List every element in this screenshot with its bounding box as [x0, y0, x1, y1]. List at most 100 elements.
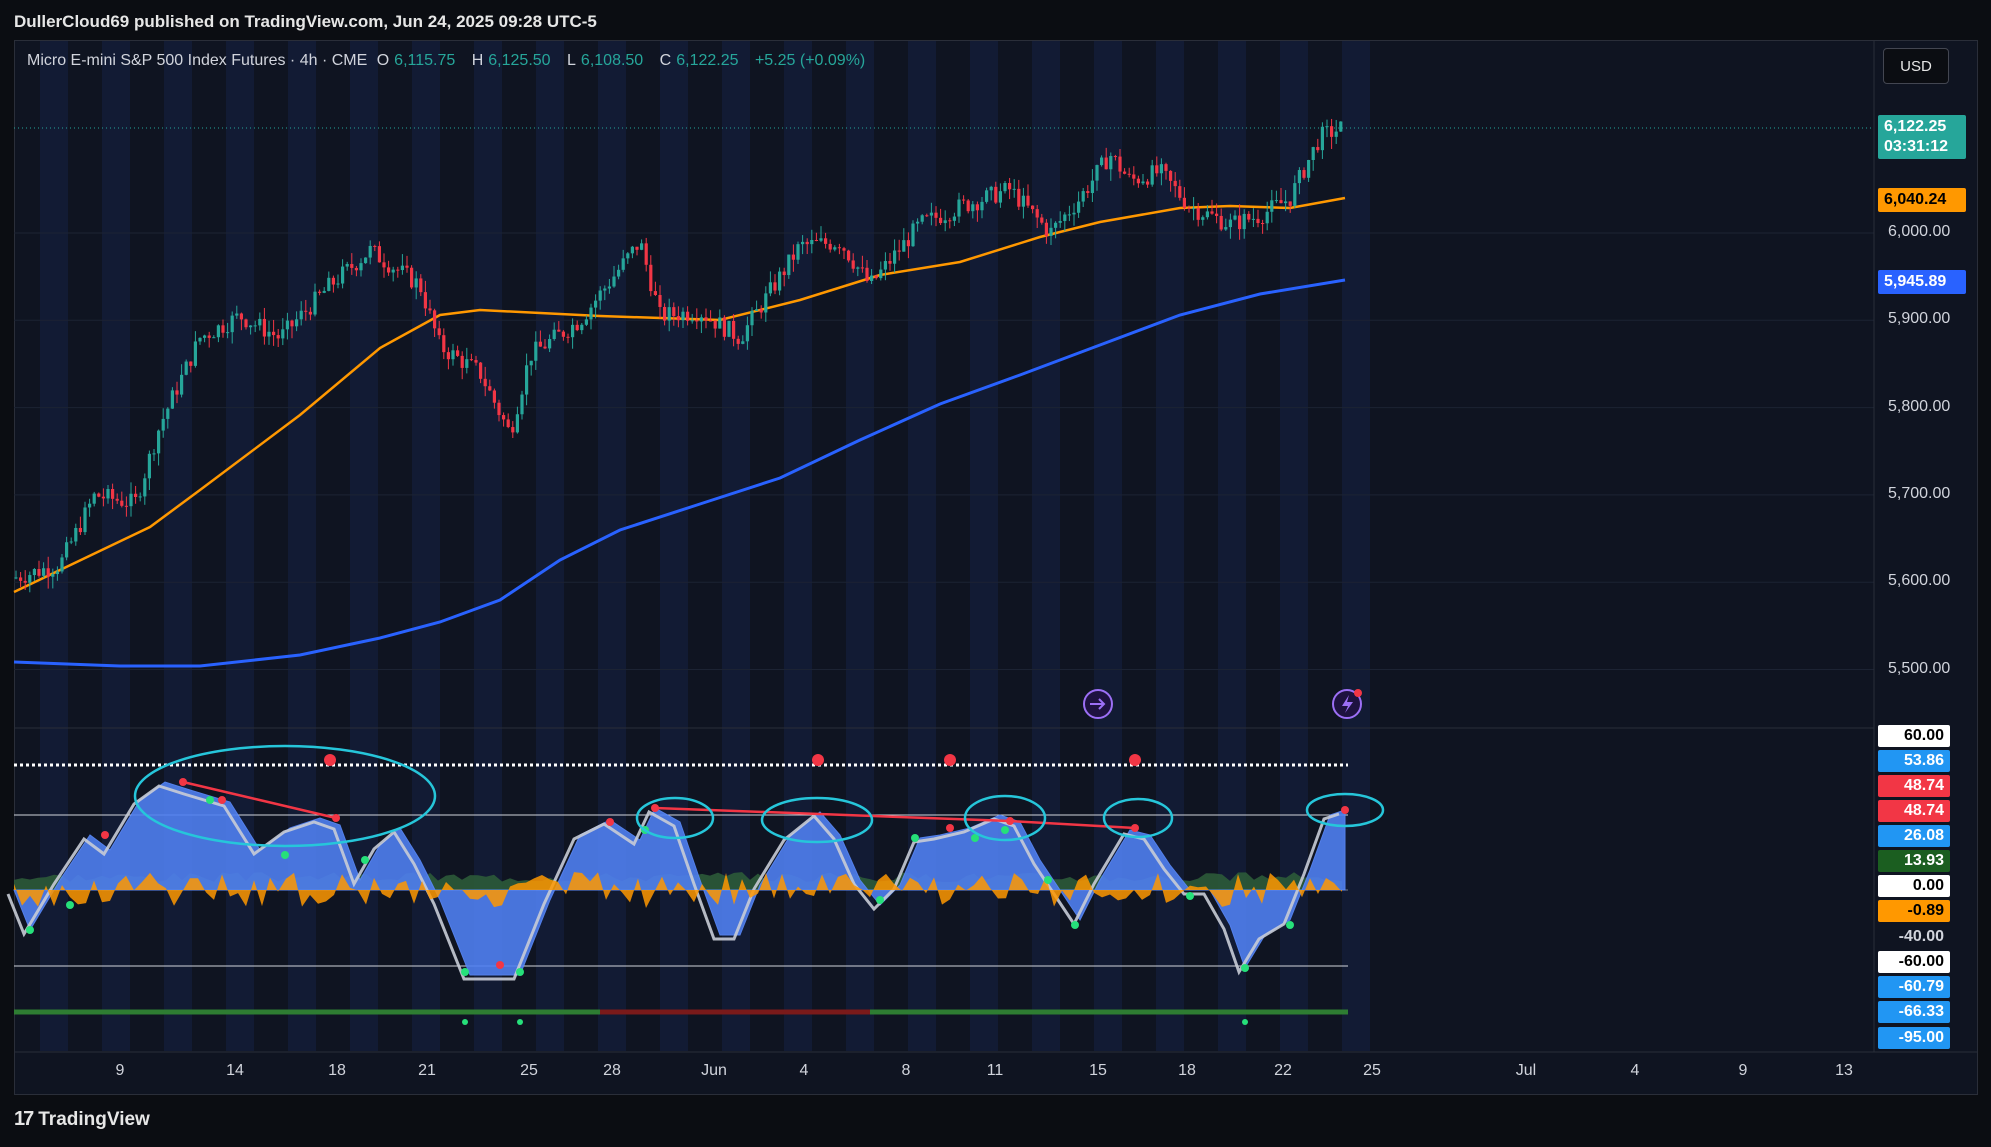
bar-countdown: 03:31:12	[1884, 138, 1949, 155]
publish-header: DullerCloud69 published on TradingView.c…	[0, 0, 1991, 40]
low-label: L	[567, 52, 576, 69]
candle-body	[479, 362, 483, 379]
session-band	[598, 41, 626, 1051]
candle-body	[1077, 201, 1081, 213]
date-tick-label: 22	[1274, 1062, 1292, 1079]
price-change: +5.25 (+0.09%)	[754, 52, 866, 69]
signal-dot-green	[26, 926, 34, 934]
footer-branding[interactable]: 17 TradingView	[14, 1108, 150, 1131]
candle-body	[1284, 201, 1288, 204]
candle-body	[134, 493, 138, 497]
highlight-ellipse	[1102, 797, 1174, 839]
candle-body	[207, 335, 211, 338]
candle-body	[1325, 126, 1329, 128]
session-band	[226, 41, 254, 1051]
candle-body	[414, 278, 418, 288]
candle-body	[138, 496, 142, 498]
candle-body	[543, 346, 547, 349]
candle-body	[1182, 197, 1186, 208]
candle-body	[437, 328, 441, 336]
lightning-alert-icon[interactable]	[1332, 689, 1362, 719]
candle-body	[750, 310, 754, 326]
signal-dot-red	[946, 824, 954, 832]
divergence-line	[1009, 819, 1136, 830]
candle-body	[893, 250, 897, 264]
candle-body	[364, 257, 368, 264]
candle-body	[1173, 180, 1177, 187]
symbol-legend[interactable]: Micro E-mini S&P 500 Index Futures · 4h …	[27, 52, 870, 70]
candle-body	[143, 478, 147, 497]
candle-body	[695, 320, 699, 322]
candle-body	[980, 201, 984, 211]
candle-body	[640, 243, 644, 250]
candle-body	[1081, 191, 1085, 202]
signal-dot-green	[281, 851, 289, 859]
candle-body	[120, 500, 124, 506]
candle-body	[410, 267, 414, 288]
candle-body	[216, 325, 220, 338]
candle-body	[1288, 201, 1292, 206]
candle-body	[175, 390, 179, 395]
candle-body	[1090, 180, 1094, 194]
candle-body	[658, 295, 662, 307]
candle-body	[1224, 227, 1228, 230]
currency-button[interactable]: USD	[1883, 48, 1949, 84]
indicator-value-label: -60.79	[1878, 976, 1950, 998]
candle-body	[594, 300, 598, 308]
candle-body	[962, 199, 966, 201]
candle-body	[621, 258, 625, 270]
candle-body	[299, 310, 303, 320]
indicator-value-label: 48.74	[1878, 800, 1950, 822]
candle-body	[1330, 126, 1334, 137]
candle-body	[911, 223, 915, 247]
candle-body	[548, 339, 552, 349]
candle-body	[28, 575, 32, 583]
candle-body	[239, 313, 243, 320]
candle-body	[483, 378, 487, 387]
candle-body	[230, 315, 234, 333]
candle-body	[1169, 170, 1173, 181]
candle-body	[1242, 213, 1246, 230]
candle-body	[1215, 213, 1219, 216]
candle-body	[124, 505, 128, 507]
date-tick-label: 15	[1089, 1062, 1107, 1079]
candle-body	[718, 317, 722, 329]
candle-body	[502, 415, 506, 420]
candle-body	[1067, 214, 1071, 216]
candle-body	[575, 324, 579, 331]
candle-body	[226, 332, 230, 334]
price-tick-label: 5,500.00	[1888, 659, 1951, 677]
signal-dot-green	[1286, 921, 1294, 929]
candle-body	[1297, 170, 1301, 184]
indicator-value-label: -0.89	[1878, 900, 1950, 922]
highlight-ellipse	[635, 796, 715, 840]
candle-body	[925, 215, 929, 217]
date-tick-label: 25	[1363, 1062, 1381, 1079]
candle-body	[1316, 147, 1320, 151]
candle-body	[446, 352, 450, 360]
grid-lines	[14, 232, 1874, 670]
candle-body	[1012, 188, 1016, 190]
candle-body	[60, 557, 64, 572]
signal-dot-green	[1044, 876, 1052, 884]
candle-body	[161, 418, 165, 431]
candle-body	[313, 291, 317, 315]
candle-body	[1334, 131, 1338, 137]
candle-body	[1270, 200, 1274, 212]
candle-body	[580, 324, 584, 331]
candle-body	[722, 317, 726, 337]
candle-body	[713, 320, 717, 329]
candle-body	[1201, 217, 1205, 220]
candle-body	[276, 335, 280, 339]
replay-arrow-icon[interactable]	[1083, 689, 1113, 719]
candle-body	[23, 580, 27, 583]
candle-body	[1164, 164, 1168, 171]
candle-body	[860, 267, 864, 269]
highlight-ellipse	[760, 796, 874, 844]
candle-body	[318, 291, 322, 293]
close-value: 6,122.25	[676, 52, 739, 69]
candle-body	[676, 316, 680, 321]
candle-body	[934, 212, 938, 218]
candle-body	[221, 325, 225, 333]
